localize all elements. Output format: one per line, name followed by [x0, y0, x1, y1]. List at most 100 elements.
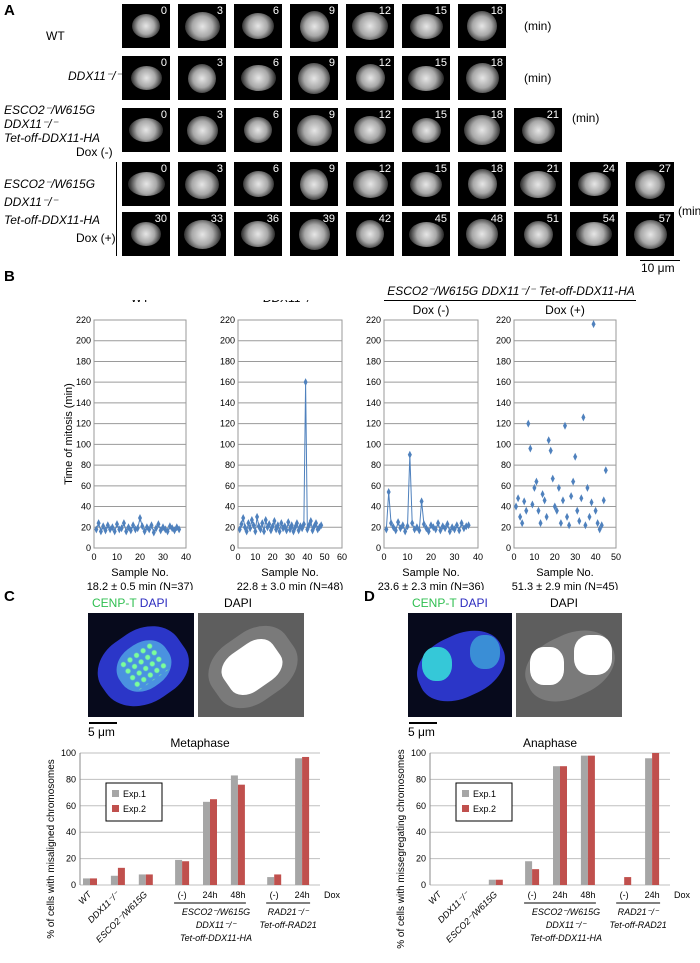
row-label-ddx11: DDX11⁻/⁻	[68, 69, 122, 83]
x-tick-label: 40	[591, 552, 601, 562]
data-point	[105, 521, 110, 530]
data-point	[433, 525, 438, 534]
y-tick-label: 0	[71, 880, 76, 890]
time-label: 45	[434, 213, 447, 225]
group-label: ESCO2⁻/W615G	[182, 907, 250, 917]
bar	[83, 878, 90, 885]
y-axis-label: Time of mitosis (min)	[63, 383, 75, 485]
chromatin-blob	[132, 14, 160, 38]
data-point	[587, 512, 592, 521]
cell-image-tile: 24	[570, 162, 618, 206]
chromatin-blob	[576, 222, 612, 246]
y-tick-label: 100	[366, 439, 381, 449]
data-point	[94, 525, 99, 534]
group-label: RAD21⁻/⁻	[268, 907, 310, 917]
y-tick-label: 220	[496, 315, 511, 325]
summary-label: 23.6 ± 2.3 min (N=36)	[378, 581, 485, 590]
x-tick-label: 20	[426, 552, 436, 562]
chromatin-blob	[352, 12, 388, 40]
time-label: 9	[328, 57, 335, 69]
data-point	[544, 512, 549, 521]
y-tick-label: 140	[220, 398, 235, 408]
chromatin-blob	[185, 169, 219, 199]
data-point	[263, 516, 268, 525]
anaphase-bar-chart: Anaphase 0 20 40 60 80 100 % of cells with miss…	[396, 736, 691, 949]
time-label: 54	[602, 213, 615, 225]
x-tick-label: 50	[611, 552, 621, 562]
y-tick-label: 40	[416, 827, 426, 837]
chromatin-blob	[356, 220, 384, 248]
cell-image-tile: 12	[346, 162, 394, 206]
chart-title: Metaphase	[170, 736, 230, 750]
data-point	[284, 526, 289, 535]
x-tick-label: 10	[250, 552, 260, 562]
unit-label: (min)	[572, 111, 600, 125]
x-axis-label: Sample No.	[402, 567, 459, 579]
panel-a-label: A	[4, 2, 15, 19]
time-label: 0	[160, 5, 167, 17]
data-point	[528, 444, 533, 453]
y-tick-label: 160	[220, 377, 235, 387]
time-label: 0	[160, 57, 167, 69]
chromatin-blob	[183, 219, 221, 249]
x-tick-label: 40	[302, 552, 312, 562]
cell-image-tile: 12	[346, 56, 394, 100]
x-tick-label: 20	[550, 552, 560, 562]
y-tick-label: 80	[371, 460, 381, 470]
data-point	[583, 521, 588, 530]
panel-c-scale-label: 5 μm	[88, 725, 115, 739]
y-tick-label: 40	[501, 502, 511, 512]
bar	[182, 861, 190, 885]
series-line	[239, 382, 322, 534]
data-point	[454, 521, 459, 530]
data-point	[119, 524, 124, 533]
chromatin-blob	[633, 219, 667, 249]
data-point	[447, 527, 452, 536]
x-tick-label: 40	[473, 552, 483, 562]
plot-frame	[93, 319, 187, 549]
x-tick-label: 10	[402, 552, 412, 562]
data-point	[301, 520, 306, 529]
data-point	[279, 519, 284, 528]
data-point	[138, 513, 142, 522]
x-tick-label: (-)	[270, 890, 279, 900]
x-tick-label: 24h	[202, 890, 217, 900]
cell-image-tile: 21	[514, 108, 562, 152]
data-point	[536, 506, 541, 515]
data-point	[595, 519, 600, 528]
merge-chromosome-right	[470, 635, 500, 669]
scale-bar	[640, 260, 680, 261]
time-label: 12	[378, 109, 391, 121]
x-tick-label: ESCO2⁻/W615G	[94, 889, 149, 944]
y-tick-label: 20	[501, 522, 511, 532]
chromatin-blob	[186, 115, 218, 145]
chromatin-blob	[467, 11, 497, 41]
legend-label: Exp.2	[473, 804, 496, 814]
data-point	[522, 497, 527, 506]
time-label: 24	[602, 163, 615, 175]
time-label: 6	[272, 109, 279, 121]
data-point	[396, 518, 401, 527]
bar	[525, 861, 533, 885]
x-tick-label: 20	[268, 552, 278, 562]
time-label: 48	[490, 213, 503, 225]
y-tick-label: 200	[366, 336, 381, 346]
chromatin-blob	[521, 116, 555, 144]
panel-d-label: D	[364, 588, 375, 605]
data-point	[300, 524, 305, 533]
row-label-wt: WT	[46, 29, 65, 43]
row-label-dox-minus: Dox (-)	[76, 145, 113, 159]
chart-title: Dox (-)	[413, 303, 450, 317]
cell-image-tile: 6	[234, 56, 282, 100]
bar	[560, 766, 567, 885]
y-tick-label: 180	[366, 356, 381, 366]
chromatin-blob	[355, 64, 385, 92]
time-label: 6	[272, 57, 279, 69]
data-point	[597, 525, 602, 534]
time-label: 27	[658, 163, 671, 175]
data-point	[165, 527, 170, 536]
data-point	[258, 525, 263, 534]
data-point	[560, 496, 565, 505]
bar	[580, 755, 588, 885]
y-tick-label: 140	[366, 398, 381, 408]
